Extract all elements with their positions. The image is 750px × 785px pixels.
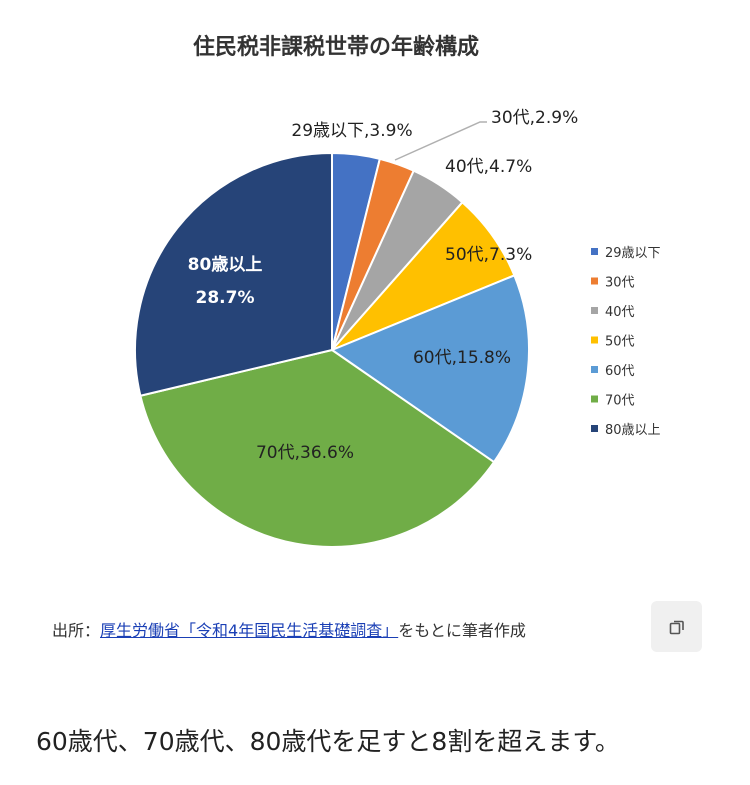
legend-label-0: 29歳以下 [605, 246, 661, 261]
data-label-2: 40代,4.7% [445, 157, 532, 177]
legend-label-6: 80歳以上 [605, 423, 661, 438]
legend-swatch-6 [591, 425, 598, 432]
legend-label-5: 70代 [605, 394, 635, 409]
copy-icon [669, 620, 684, 634]
legend-swatch-3 [591, 336, 598, 344]
data-label-0: 29歳以下,3.9% [291, 121, 412, 141]
copy-button[interactable] [651, 601, 702, 652]
pie-slice-5 [139, 348, 496, 548]
pie-slices [134, 151, 530, 548]
legend-swatch-5 [591, 395, 598, 403]
caption-prefix: 出所： [52, 621, 101, 640]
legend-label-4: 60代 [605, 364, 635, 379]
legend-swatch-1 [591, 277, 598, 285]
leader-line-30 [394, 121, 487, 161]
chart-title: 住民税非課税世帯の年齢構成 [193, 34, 479, 60]
pie-slice-4 [329, 274, 530, 464]
legend-swatch-2 [591, 307, 598, 314]
legend-label-2: 40代 [605, 305, 635, 320]
pie-slice-6 [134, 151, 333, 397]
source-link[interactable]: 厚生労働省「令和4年国民生活基礎調査」 [100, 621, 399, 640]
legend-label-3: 50代 [605, 335, 635, 350]
data-label-3: 50代,7.3% [445, 245, 532, 265]
body-text: 60歳代、70歳代、80歳代を足すと8割を超えます。 [36, 727, 620, 756]
legend: 29歳以下 30代 40代 50代 60代 70代 80歳以上 [591, 246, 661, 438]
data-label-6: 80歳以上 28.7% [188, 254, 263, 308]
data-label-4: 60代,15.8% [413, 348, 511, 368]
source-caption: 出所：厚生労働省「令和4年国民生活基礎調査」をもとに筆者作成 [52, 608, 642, 653]
caption-suffix: をもとに筆者作成 [398, 621, 526, 640]
data-labels: 29歳以下,3.9% 30代,2.9% 40代,4.7% 50代,7.3% 60代,15… [188, 108, 579, 463]
data-label-5: 70代,36.6% [256, 443, 354, 463]
legend-swatch-4 [591, 366, 598, 373]
data-label-1: 30代,2.9% [491, 108, 578, 128]
legend-swatch-0 [591, 248, 598, 255]
legend-label-1: 30代 [605, 276, 635, 291]
pie-chart: 住民税非課税世帯の年齢構成 29歳以下,3.9% 30代,2.9% 40代,4.7%… [134, 34, 661, 548]
